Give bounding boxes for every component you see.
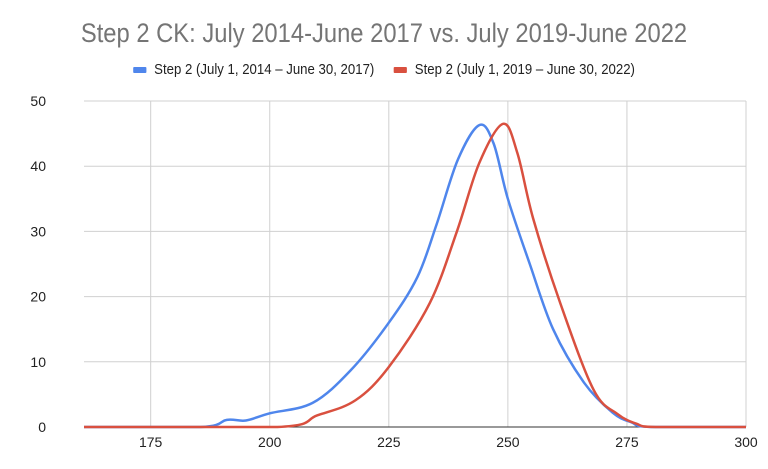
- legend-label: Step 2 (July 1, 2014 – June 30, 2017): [154, 61, 375, 78]
- y-tick-label: 20: [30, 289, 46, 305]
- legend-item-2014-2017[interactable]: Step 2 (July 1, 2014 – June 30, 2017): [133, 61, 374, 78]
- legend: Step 2 (July 1, 2014 – June 30, 2017) St…: [46, 61, 722, 78]
- series-line-0: [84, 123, 746, 429]
- y-tick-label: 10: [30, 354, 46, 370]
- x-tick-label: 250: [496, 434, 520, 450]
- series-line-1: [84, 122, 746, 429]
- y-tick-label: 50: [30, 93, 46, 109]
- chart-title: Step 2 CK: July 2014-June 2017 vs. July …: [80, 18, 688, 48]
- x-tick-label: 300: [734, 434, 758, 450]
- legend-swatch-blue: [133, 66, 147, 73]
- legend-swatch-red: [393, 66, 407, 73]
- x-tick-label: 275: [615, 434, 639, 450]
- y-tick-label: 40: [30, 158, 46, 174]
- x-tick-label: 200: [258, 434, 282, 450]
- legend-item-2019-2022[interactable]: Step 2 (July 1, 2019 – June 30, 2022): [393, 61, 635, 78]
- x-tick-label: 175: [139, 434, 163, 450]
- y-tick-label: 30: [30, 223, 46, 239]
- y-tick-label: 0: [38, 419, 46, 435]
- legend-label: Step 2 (July 1, 2019 – June 30, 2022): [414, 61, 635, 78]
- x-tick-label: 225: [377, 434, 401, 450]
